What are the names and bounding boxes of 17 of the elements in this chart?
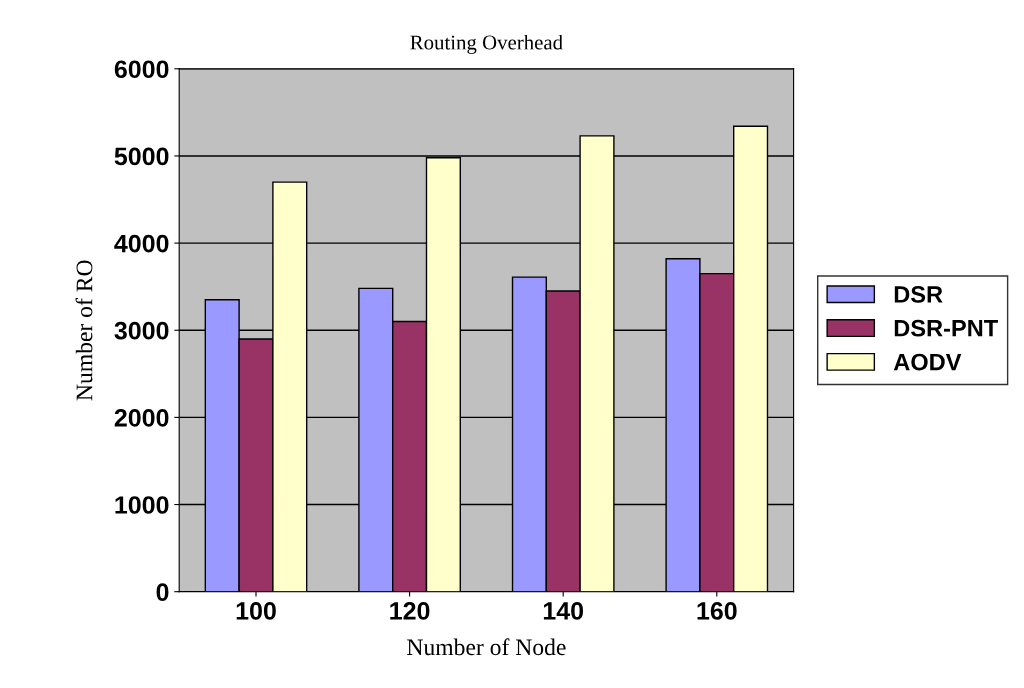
y-tick-label: 1000 xyxy=(115,496,169,514)
x-tick-label: 160 xyxy=(697,602,737,620)
y-tick-label: 5000 xyxy=(114,147,169,166)
y-tick-label: 4000 xyxy=(114,234,169,253)
legend-label: DSR xyxy=(894,286,943,303)
x-axis-title: Number of Node xyxy=(407,638,566,656)
y-tick-label: 6000 xyxy=(114,60,169,79)
chart-title: Routing Overhead xyxy=(410,34,563,54)
y-axis-title: Number of RO xyxy=(75,260,93,401)
legend-label: DSR-PNT xyxy=(894,319,998,337)
x-tick-label: 140 xyxy=(543,602,584,620)
legend-label: AODV xyxy=(893,353,962,371)
x-tick-label: 100 xyxy=(236,602,276,620)
x-tick-label: 120 xyxy=(390,602,430,620)
y-tick-label: 2000 xyxy=(114,408,169,427)
y-tick-label: 0 xyxy=(156,583,169,601)
y-tick-label: 3000 xyxy=(114,321,169,340)
